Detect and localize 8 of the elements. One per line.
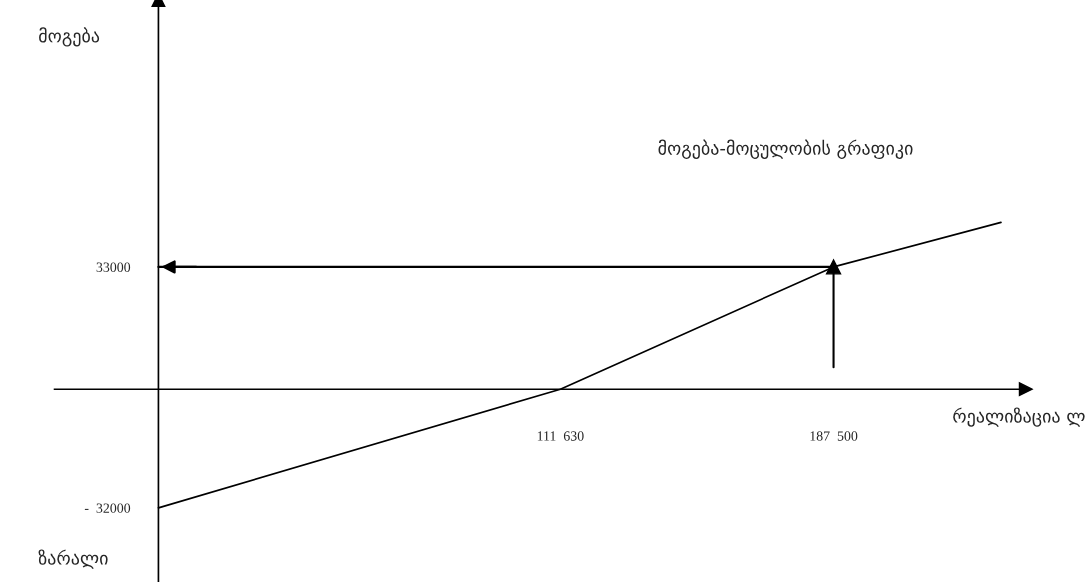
text: მოგება-მოცულობის გრაფიკი <box>658 139 913 159</box>
annotation: ზარალი <box>38 549 108 569</box>
y-tick-label: 33000 <box>96 262 131 272</box>
x-tick-label: 111 630 <box>537 431 584 441</box>
x-tick-label: 187 500 <box>810 431 858 441</box>
y-tick-label: - 32000 <box>84 503 131 513</box>
x-axis-title: რეალიზაცია ლ <box>953 407 1085 427</box>
y-axis-title: მოგება <box>39 27 100 47</box>
